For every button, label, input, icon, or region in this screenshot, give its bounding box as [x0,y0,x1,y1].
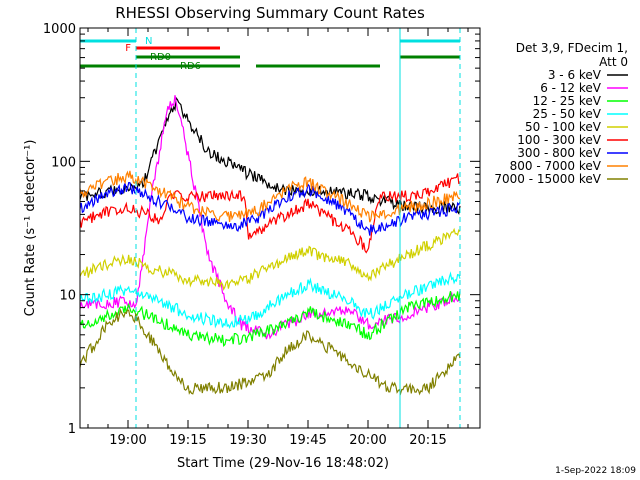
series-line [79,308,461,396]
series-line [79,271,461,329]
x-tick-label: 20:15 [409,433,446,448]
series-line [79,180,461,236]
y-tick-label: 1 [68,422,76,437]
legend-entry-label: 25 - 50 keV [533,107,602,121]
footer-timestamp: 1-Sep-2022 18:09 [555,466,636,476]
chart-title: RHESSI Observing Summary Count Rates [115,4,425,22]
series-line [79,96,461,215]
legend-entry-label: 12 - 25 keV [533,94,602,108]
flag-bars: N F RD0 RD6 [80,36,460,72]
series-line [79,170,461,223]
y-tick-label: 100 [51,155,76,170]
series-line [79,173,461,254]
legend-entry-label: 3 - 6 keV [548,68,602,82]
legend-header-1: Det 3,9, FDecim 1, [516,41,628,55]
x-tick-label: 19:00 [109,433,146,448]
x-tick-label: 20:00 [349,433,386,448]
y-tick-label: 10 [59,289,76,304]
series-line [79,290,461,347]
legend-entry-label: 100 - 300 keV [517,133,601,147]
x-axis-label: Start Time (29-Nov-16 18:48:02) [177,456,389,471]
plot-frame [79,27,481,429]
flag-bar-label: RD0 [150,52,171,63]
flag-bar-label: F [125,43,131,54]
x-tick-label: 19:45 [289,433,326,448]
legend-entry-label: 6 - 12 keV [540,81,602,95]
legend-entry-label: 50 - 100 keV [525,120,602,134]
x-tick-label: 19:15 [169,433,206,448]
y-axis-label: Count Rate (s⁻¹ detector⁻¹) [23,140,38,317]
legend-entry-label: 300 - 800 keV [517,146,601,160]
x-tick-label: 19:30 [229,433,266,448]
series-line [79,95,461,340]
y-tick-label: 1000 [43,22,76,37]
legend-header-2: Att 0 [599,55,628,69]
series-line [79,227,461,291]
axis-ticks: 19:00 19:15 19:30 19:45 20:00 20:15 1 10 100 1000 [43,22,480,448]
legend-entry-label: 7000 - 15000 keV [494,172,601,186]
series-lines [79,95,461,396]
legend-entry-label: 800 - 7000 keV [510,159,602,173]
flag-bar-label: N [145,36,152,47]
flag-bar-label: RD6 [180,61,201,72]
